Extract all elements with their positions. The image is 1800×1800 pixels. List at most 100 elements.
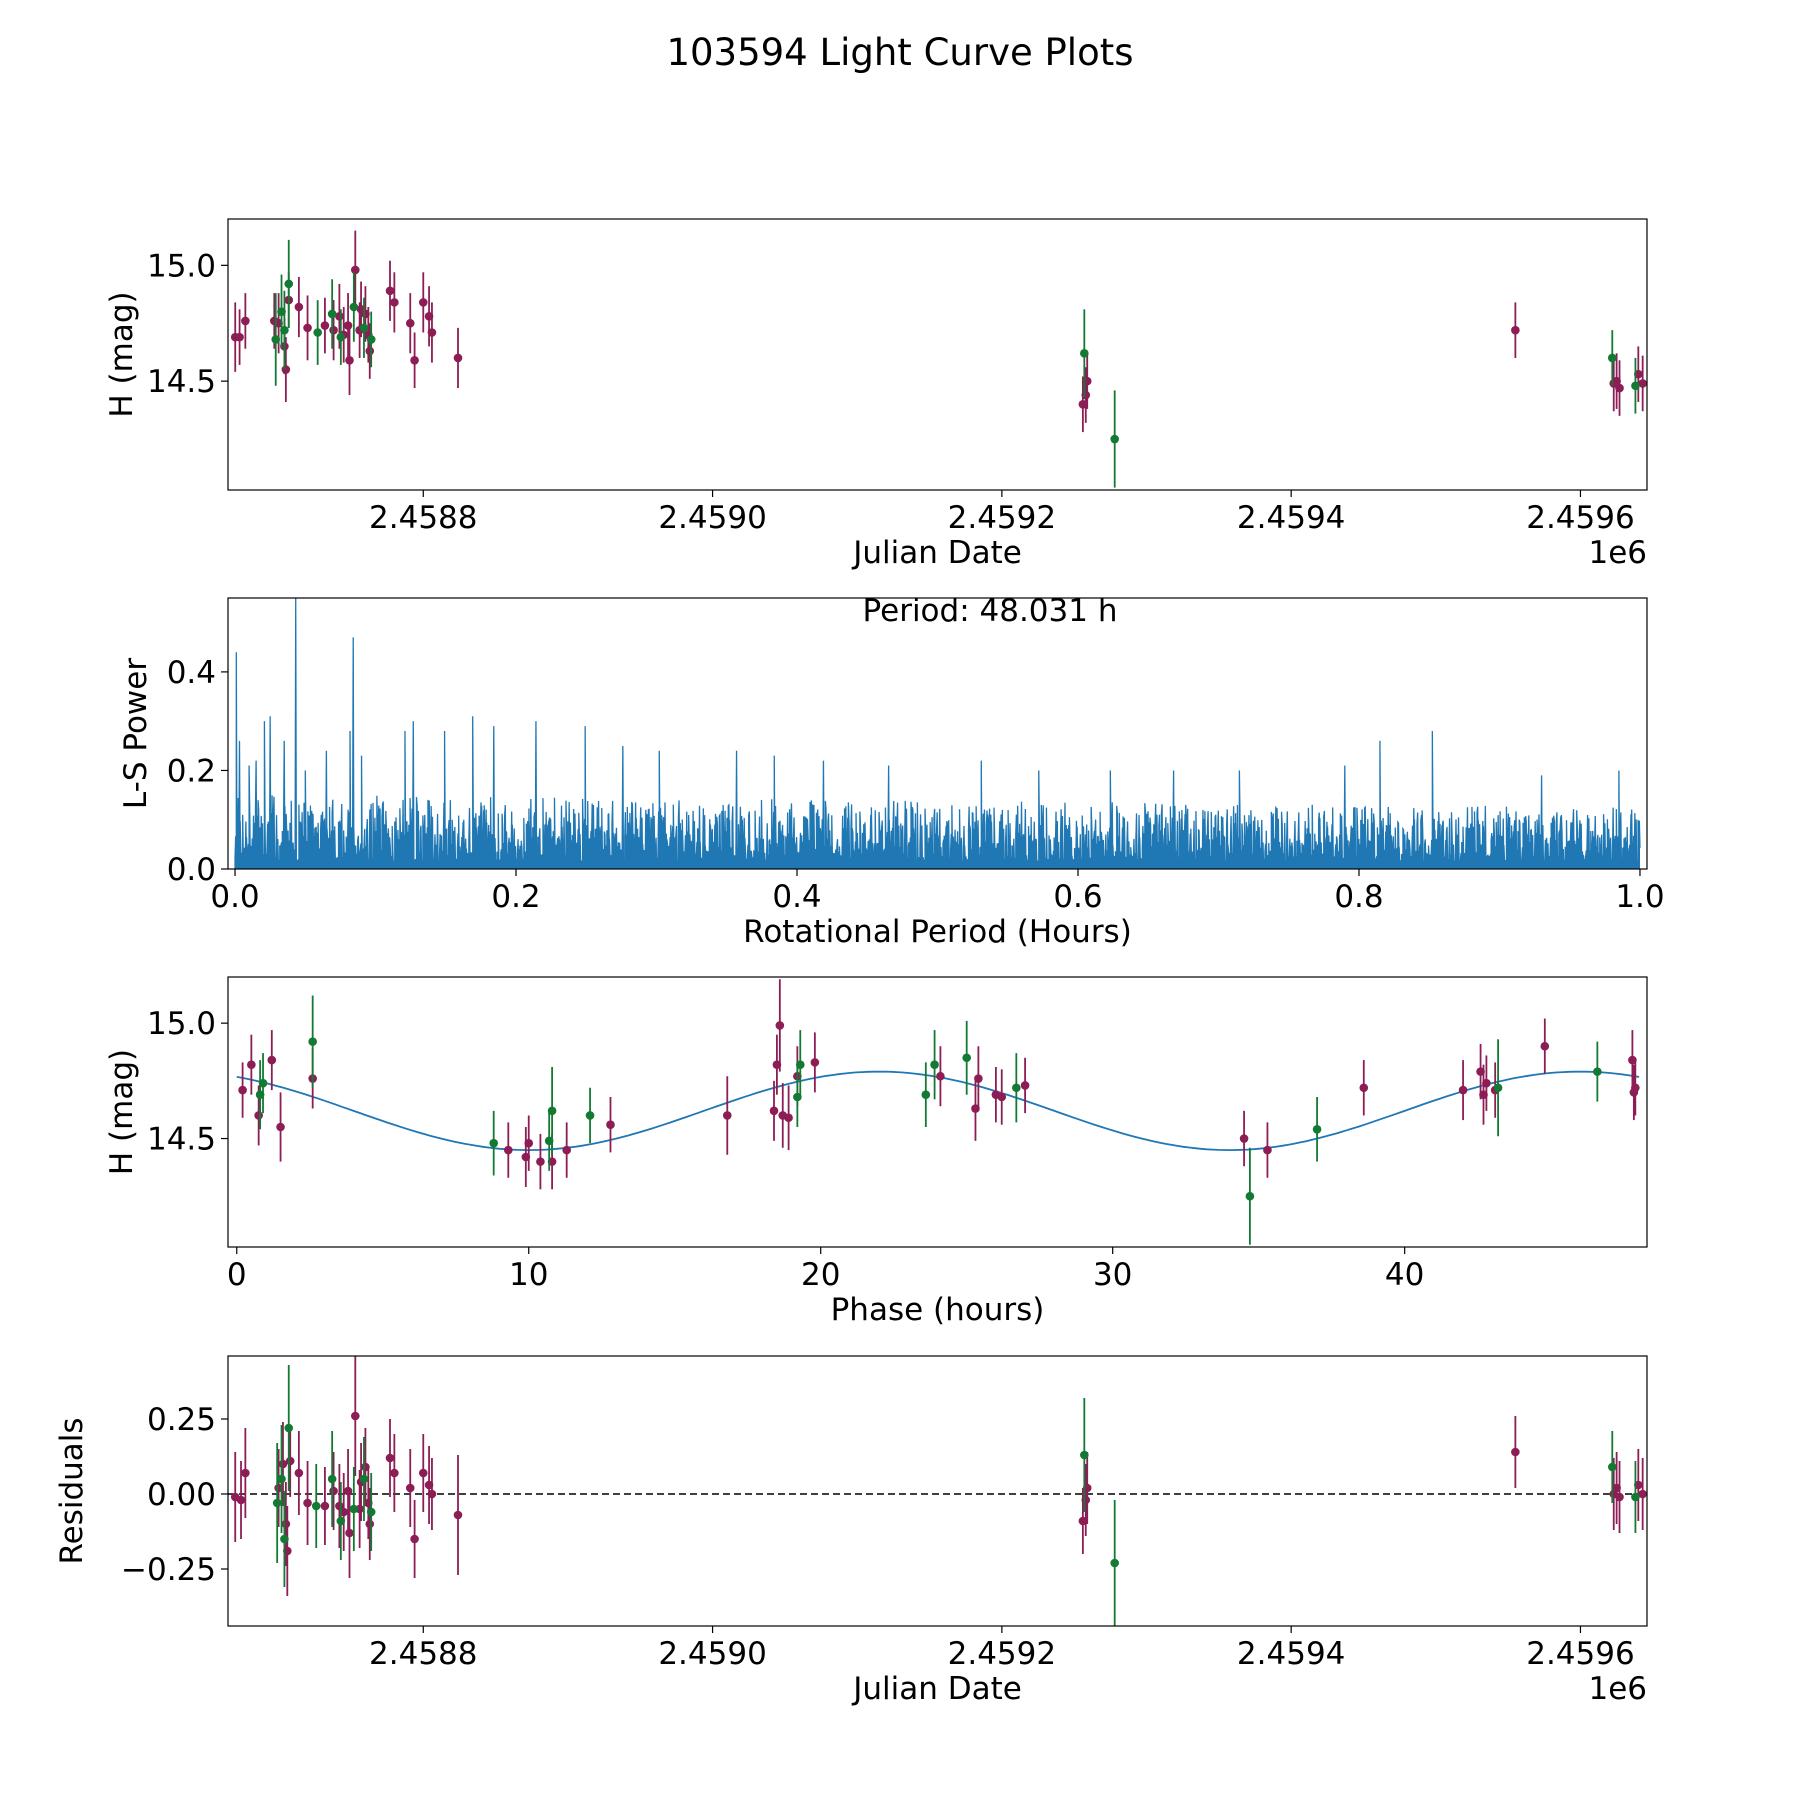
x-tick-label: 1.0	[1615, 879, 1664, 915]
filter-a-point	[285, 1456, 295, 1466]
x-offset-label: 1e6	[1588, 1671, 1647, 1707]
filter-a-point	[503, 1145, 513, 1155]
filter-b-point	[327, 309, 337, 319]
filter-a-point	[345, 355, 354, 365]
x-tick-label: 10	[509, 1257, 548, 1293]
x-tick-label: 2.4590	[658, 1636, 766, 1672]
figure-title: 103594 Light Curve Plots	[666, 31, 1133, 74]
filter-b-point	[962, 1053, 971, 1063]
filter-a-point	[1359, 1083, 1369, 1093]
x-tick-label: 2.4592	[948, 1636, 1056, 1672]
filter-a-point	[294, 1468, 304, 1478]
x-tick-label: 30	[1093, 1257, 1132, 1293]
x-offset-label: 1e6	[1588, 535, 1647, 571]
filter-a-point	[276, 1122, 285, 1132]
filter-a-point	[390, 1468, 399, 1478]
x-axis-label: Julian Date	[851, 535, 1022, 571]
filter-a-point	[1511, 325, 1520, 335]
filter-a-point	[385, 286, 395, 296]
light-curve-axes-frame	[227, 218, 1648, 491]
x-tick-label: 20	[801, 1257, 840, 1293]
filter-a-point	[329, 325, 338, 335]
filter-b-point	[1631, 381, 1640, 391]
x-tick-label: 2.4592	[948, 500, 1056, 536]
filter-a-point	[1482, 1078, 1491, 1088]
phase-folded-axes-frame	[227, 976, 1648, 1248]
filter-a-point	[320, 1501, 330, 1511]
phase-folded-plot-area	[236, 979, 1640, 1245]
filter-b-point	[489, 1138, 498, 1148]
filter-a-point	[427, 1489, 437, 1499]
y-tick-label: 14.5	[147, 1122, 216, 1158]
filter-a-point	[235, 332, 244, 342]
filter-a-point	[410, 1534, 419, 1544]
filter-a-point	[281, 1519, 291, 1529]
filter-a-point	[1615, 383, 1624, 393]
filter-a-point	[418, 298, 428, 307]
filter-a-point	[1511, 1447, 1520, 1457]
y-axis-label: L-S Power	[118, 658, 154, 809]
filter-a-point	[405, 318, 415, 328]
filter-a-point	[365, 346, 375, 356]
filter-b-point	[366, 335, 376, 344]
filter-a-point	[405, 1483, 415, 1493]
filter-b-point	[547, 1106, 557, 1116]
filter-a-point	[1081, 390, 1091, 400]
filter-a-point	[1638, 1489, 1647, 1499]
phase-folded-chart: 0 10 20 30 40 15.0 14.5 Phase (hours) H (mag)	[104, 976, 1648, 1328]
x-axis-label: Julian Date	[851, 1671, 1022, 1707]
filter-a-point	[606, 1120, 615, 1129]
filter-a-point	[241, 1468, 250, 1478]
y-tick-label: 0.00	[147, 1477, 216, 1513]
x-tick-label: 2.4588	[369, 1636, 477, 1672]
filter-b-point	[1110, 1558, 1119, 1568]
filter-a-point	[775, 1021, 785, 1030]
filter-a-point	[1081, 1495, 1091, 1505]
y-tick-label: −0.25	[121, 1552, 216, 1588]
y-tick-label: 0.2	[167, 753, 216, 789]
x-tick-label: 2.4594	[1237, 500, 1345, 536]
filter-a-point	[1263, 1145, 1272, 1155]
filter-b-point	[271, 335, 281, 344]
fit-curve	[236, 1070, 1640, 1152]
residuals-plot-area	[228, 1356, 1647, 1626]
power-spectrum-line	[234, 598, 1641, 869]
x-tick-label: 0.4	[772, 879, 821, 915]
filter-b-point	[359, 1474, 369, 1484]
y-tick-label: 0.25	[147, 1402, 216, 1438]
filter-a-point	[345, 1528, 354, 1538]
x-tick-label: 0.0	[210, 879, 259, 915]
x-tick-label: 0.8	[1334, 879, 1383, 915]
filter-a-point	[350, 1411, 360, 1421]
filter-b-point	[313, 328, 322, 337]
filter-a-point	[524, 1138, 534, 1148]
filter-a-point	[722, 1111, 732, 1120]
x-tick-label: 2.4596	[1526, 500, 1634, 536]
filter-b-point	[1631, 1492, 1640, 1502]
filter-a-point	[390, 298, 399, 307]
filter-a-point	[453, 1510, 463, 1520]
filter-b-point	[1080, 349, 1089, 358]
filter-a-point	[303, 323, 312, 333]
y-axis-label: Residuals	[54, 1417, 90, 1564]
filter-a-point	[350, 265, 360, 275]
filter-b-point	[280, 325, 289, 335]
filter-a-point	[343, 1486, 353, 1496]
filter-b-point	[795, 1060, 805, 1069]
periodogram-plot-area	[234, 598, 1641, 869]
filter-b-point	[349, 302, 359, 312]
filter-b-point	[1593, 1067, 1602, 1076]
filter-a-point	[267, 1055, 277, 1065]
filter-a-point	[974, 1074, 983, 1083]
filter-a-point	[365, 1519, 375, 1529]
filter-a-point	[241, 316, 250, 326]
x-tick-label: 2.4594	[1237, 1636, 1345, 1672]
y-axis-label: H (mag)	[104, 1049, 140, 1175]
x-tick-label: 2.4590	[658, 500, 766, 536]
filter-b-point	[921, 1090, 931, 1099]
y-tick-label: 15.0	[147, 248, 216, 284]
filter-b-point	[366, 1507, 376, 1517]
filter-b-point	[1245, 1191, 1255, 1201]
filter-a-point	[385, 1453, 395, 1463]
